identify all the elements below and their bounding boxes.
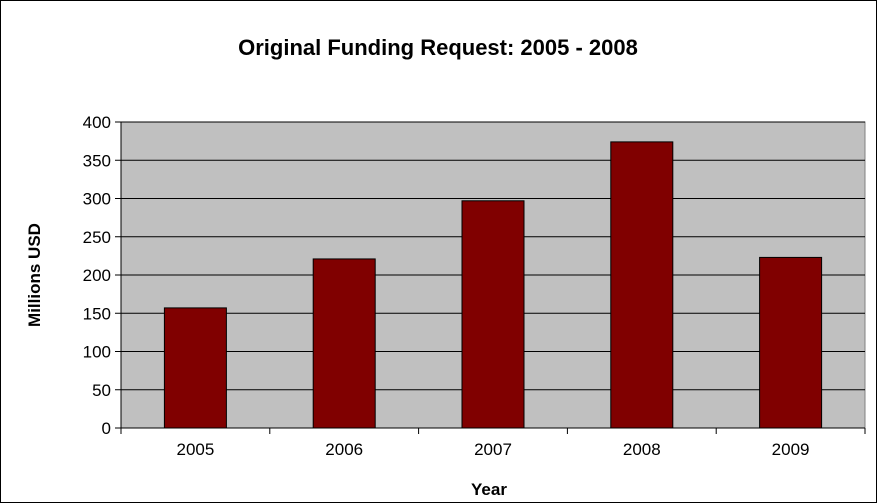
y-tick-label: 400 [83,113,111,132]
x-tick-labels: 2005 2006 2007 2008 2009 [120,428,866,459]
x-tick-label: 2009 [772,440,810,459]
bar-2006 [312,258,376,429]
y-tick-label: 250 [83,228,111,247]
y-tick-labels: 0 50 100 150 200 250 300 350 400 [83,113,121,438]
x-tick-label: 2006 [325,440,363,459]
y-tick-label: 100 [83,343,111,362]
x-tick-label: 2008 [623,440,661,459]
y-tick-label: 350 [83,151,111,170]
x-tick-label: 2005 [176,440,214,459]
x-axis-title: Year [471,480,507,499]
bar-2005 [163,307,227,429]
bar-2009 [759,256,823,429]
y-axis-title: Millions USD [25,223,44,327]
chart-title: Original Funding Request: 2005 - 2008 [238,35,638,60]
y-tick-label: 300 [83,190,111,209]
x-tick-label: 2007 [474,440,512,459]
y-tick-label: 50 [92,381,111,400]
bar-2007 [461,200,525,429]
y-tick-label: 200 [83,266,111,285]
y-tick-label: 0 [102,419,111,438]
bars [163,141,823,429]
y-tick-label: 150 [83,304,111,323]
bar-2008 [610,141,674,429]
